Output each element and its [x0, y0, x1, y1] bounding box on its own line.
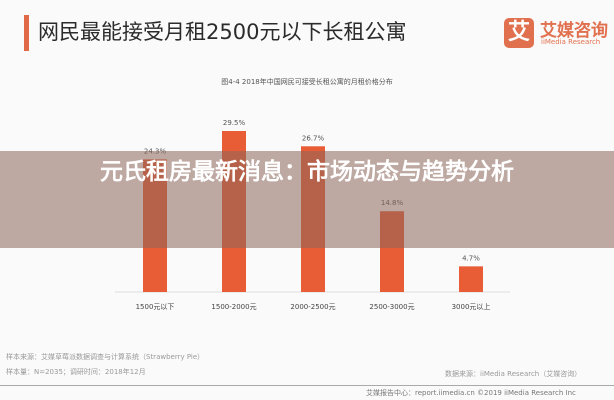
logo-text: 艾媒咨询: [540, 21, 608, 41]
logo-mark: 艾: [504, 18, 534, 48]
header-accent: [24, 15, 29, 51]
data-label: 29.5%: [223, 119, 246, 127]
footer-divider: [0, 385, 614, 386]
x-tick-label: 1500-2000元: [211, 303, 256, 311]
x-tick-label: 1500元以下: [136, 303, 175, 311]
data-label: 26.7%: [302, 134, 325, 142]
x-tick-label: 2500-3000元: [369, 303, 414, 311]
chart-title: 图4-4 2018年中国网民可接受长租公寓的月租价格分布: [221, 78, 393, 86]
overlay-title: 元氏租房最新消息：市场动态与趋势分析: [100, 159, 514, 185]
copyright: 艾媒报告中心：report.iimedia.cn ©2019 iiMedia R…: [366, 389, 576, 397]
page-title: 网民最能接受月租2500元以下长租公寓: [38, 20, 407, 44]
sample-size: 样本量：N=2035；调研时间：2018年12月: [6, 368, 146, 376]
sample-source: 样本来源：艾媒草莓派数据调查与计算系统（Strawberry Pie）: [6, 353, 205, 361]
data-label: 4.7%: [462, 254, 480, 262]
logo-subtext: iiMedia Research: [541, 38, 601, 46]
x-tick-label: 2000-2500元: [290, 303, 335, 311]
bar: [459, 266, 483, 292]
x-tick-label: 3000元以上: [452, 302, 491, 311]
data-source: 数据来源：iiMedia Research（艾媒咨询）: [445, 370, 582, 378]
title-overlay: 元氏租房最新消息：市场动态与趋势分析: [0, 151, 614, 248]
